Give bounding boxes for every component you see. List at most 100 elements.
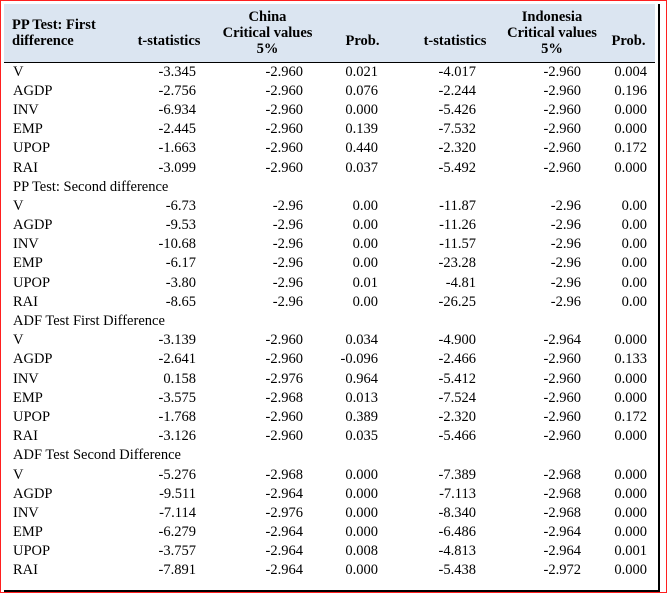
header-indonesia-critical: Indonesia Critical values 5%	[502, 4, 602, 63]
indonesia-prob-cell: 0.000	[614, 562, 647, 579]
china-prob-cell: 0.034	[345, 332, 378, 349]
china-critical-cell: -2.964	[265, 543, 303, 560]
header-china-prob: Prob.	[317, 4, 408, 63]
variable-cell: V	[13, 466, 24, 483]
table-row: UPOP -1.768 -2.960 0.389 -2.320 -2.960 0.172	[4, 408, 655, 427]
indonesia-critical-cell: -2.960	[543, 428, 581, 445]
variable-cell: RAI	[13, 293, 38, 310]
indonesia-tstat-cell: -4.017	[438, 63, 476, 80]
china-critical-cell: -2.96	[272, 217, 303, 234]
variable-cell: V	[13, 63, 24, 80]
section-title: ADF Test First Difference	[13, 313, 165, 330]
variable-cell: INV	[13, 370, 39, 387]
indonesia-critical-cell: -2.964	[543, 332, 581, 349]
china-tstat-cell: -9.511	[159, 485, 196, 502]
china-prob-cell: 0.000	[345, 524, 378, 541]
indonesia-tstat-cell: -4.900	[438, 332, 476, 349]
header-indonesia-label: Indonesia	[521, 8, 583, 25]
china-critical-cell: -2.96	[272, 274, 303, 291]
indonesia-tstat-cell: -11.26	[439, 217, 476, 234]
china-tstat-cell: -7.114	[159, 504, 196, 521]
indonesia-prob-cell: 0.00	[621, 293, 647, 310]
variable-cell: RAI	[13, 562, 38, 579]
variable-cell: AGDP	[13, 82, 53, 99]
china-prob-cell: 0.035	[345, 428, 378, 445]
china-critical-cell: -2.96	[272, 236, 303, 253]
header-china-critical-label: Critical values 5%	[222, 24, 313, 57]
table-body: V -3.345 -2.960 0.021 -4.017 -2.960 0.004 AGDP -…	[4, 62, 655, 581]
indonesia-tstat-cell: -5.426	[438, 101, 476, 118]
header-china-tstat: t-statistics	[120, 4, 218, 63]
indonesia-critical-cell: -2.968	[543, 504, 581, 521]
indonesia-prob-cell: 0.000	[614, 370, 647, 387]
header-first-column: PP Test: First difference	[4, 4, 120, 63]
china-prob-cell: 0.000	[345, 101, 378, 118]
china-critical-cell: -2.976	[265, 504, 303, 521]
header-china-label: China	[248, 8, 287, 25]
table-row: RAI -3.126 -2.960 0.035 -5.466 -2.960 0.000	[4, 427, 655, 446]
indonesia-critical-cell: -2.964	[543, 543, 581, 560]
china-tstat-cell: -6.934	[158, 101, 196, 118]
table-row: RAI -3.099 -2.960 0.037 -5.492 -2.960 0.000	[4, 158, 655, 177]
indonesia-tstat-cell: -5.412	[438, 370, 476, 387]
indonesia-prob-cell: 0.133	[614, 351, 647, 368]
indonesia-tstat-cell: -6.486	[438, 524, 476, 541]
header-indonesia-critical-label: Critical values 5%	[507, 24, 597, 57]
variable-cell: RAI	[13, 159, 38, 176]
table-row: AGDP -9.511 -2.964 0.000 -7.113 -2.968 0.000	[4, 485, 655, 504]
china-prob-cell: 0.00	[352, 197, 378, 214]
china-tstat-cell: -9.53	[165, 217, 196, 234]
variable-cell: EMP	[13, 524, 43, 541]
variable-cell: EMP	[13, 121, 43, 138]
section-title-row: ADF Test First Difference	[4, 312, 655, 331]
china-prob-cell: 0.021	[345, 63, 378, 80]
indonesia-tstat-cell: -26.25	[438, 293, 476, 310]
indonesia-tstat-cell: -4.81	[445, 274, 476, 291]
china-critical-cell: -2.960	[265, 140, 303, 157]
china-prob-cell: 0.000	[345, 562, 378, 579]
table-row: EMP -6.279 -2.964 0.000 -6.486 -2.964 0.000	[4, 523, 655, 542]
section-title: PP Test: Second difference	[13, 178, 169, 195]
indonesia-critical-cell: -2.972	[543, 562, 581, 579]
china-prob-cell: 0.440	[345, 140, 378, 157]
unit-root-test-table: PP Test: First difference t-statistics C…	[4, 4, 655, 581]
china-tstat-cell: -3.757	[158, 543, 196, 560]
indonesia-prob-cell: 0.00	[621, 274, 647, 291]
variable-cell: UPOP	[13, 408, 51, 425]
china-prob-cell: 0.389	[345, 408, 378, 425]
indonesia-prob-cell: 0.000	[614, 466, 647, 483]
table-row: RAI -7.891 -2.964 0.000 -5.438 -2.972 0.000	[4, 561, 655, 580]
indonesia-tstat-cell: -5.438	[438, 562, 476, 579]
indonesia-tstat-cell: -11.87	[439, 197, 476, 214]
china-tstat-cell: -1.663	[158, 140, 196, 157]
indonesia-prob-cell: 0.00	[621, 255, 647, 272]
variable-cell: INV	[13, 504, 39, 521]
table-row: V -5.276 -2.968 0.000 -7.389 -2.968 0.000	[4, 465, 655, 484]
variable-cell: EMP	[13, 389, 43, 406]
china-critical-cell: -2.968	[265, 389, 303, 406]
china-critical-cell: -2.964	[265, 562, 303, 579]
china-critical-cell: -2.960	[265, 332, 303, 349]
china-tstat-cell: -6.73	[165, 197, 196, 214]
indonesia-prob-cell: 0.000	[614, 389, 647, 406]
china-critical-cell: -2.968	[265, 466, 303, 483]
indonesia-critical-cell: -2.960	[543, 370, 581, 387]
china-prob-cell: 0.00	[352, 255, 378, 272]
china-tstat-cell: -3.80	[165, 274, 196, 291]
table-row: INV -6.934 -2.960 0.000 -5.426 -2.960 0.000	[4, 101, 655, 120]
variable-cell: EMP	[13, 255, 43, 272]
china-prob-cell: 0.076	[345, 82, 378, 99]
indonesia-tstat-cell: -2.244	[438, 82, 476, 99]
indonesia-tstat-cell: -11.57	[439, 236, 476, 253]
variable-cell: UPOP	[13, 543, 51, 560]
indonesia-critical-cell: -2.960	[543, 389, 581, 406]
table-row: INV -7.114 -2.976 0.000 -8.340 -2.968 0.000	[4, 504, 655, 523]
china-tstat-cell: -3.575	[158, 389, 196, 406]
indonesia-critical-cell: -2.960	[543, 121, 581, 138]
indonesia-prob-cell: 0.172	[614, 408, 647, 425]
china-tstat-cell: -3.345	[158, 63, 196, 80]
china-tstat-cell: -3.126	[158, 428, 196, 445]
china-critical-cell: -2.964	[265, 524, 303, 541]
variable-cell: V	[13, 332, 24, 349]
indonesia-critical-cell: -2.96	[550, 293, 581, 310]
